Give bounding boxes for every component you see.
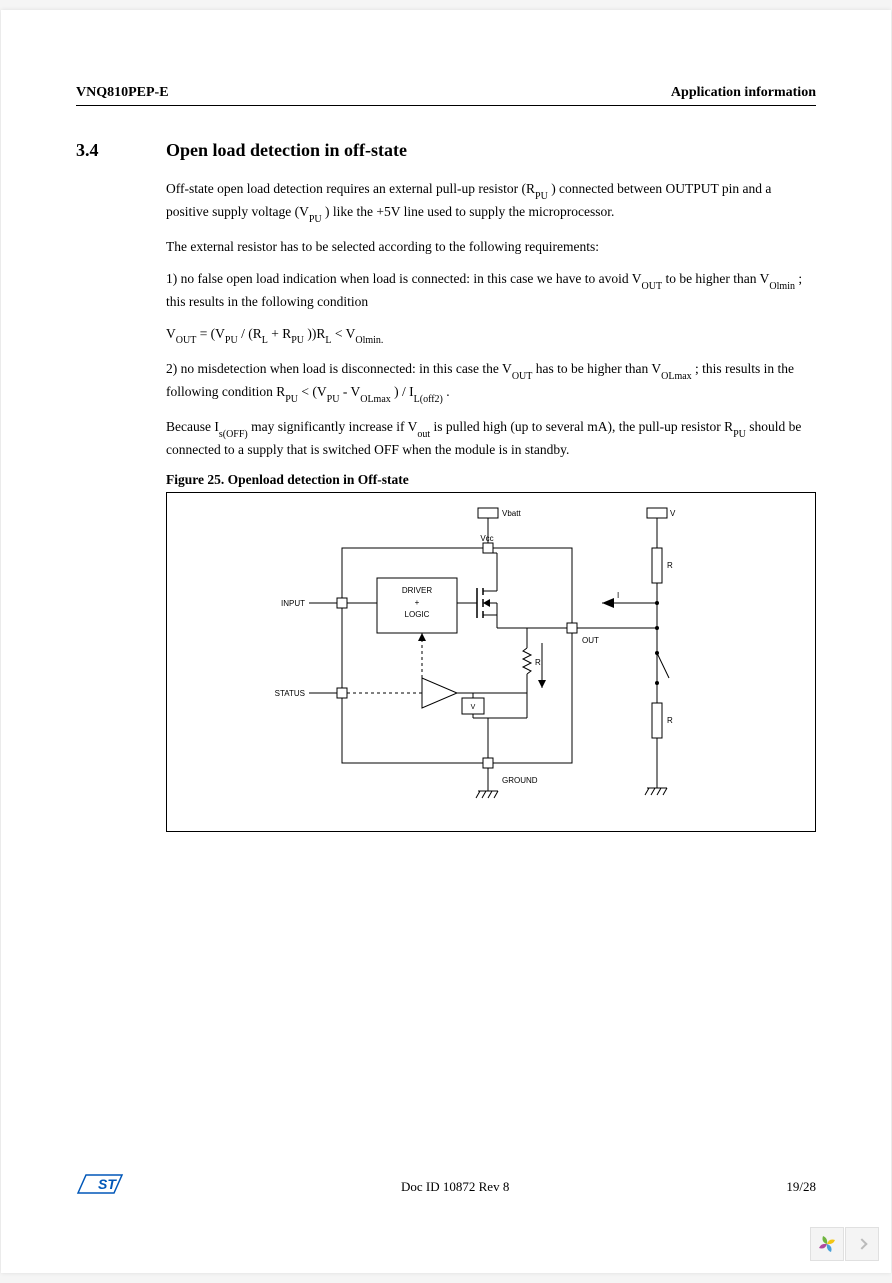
svg-text:I: I: [617, 591, 619, 600]
svg-text:DRIVER: DRIVER: [402, 586, 432, 595]
svg-text:GROUND: GROUND: [502, 776, 538, 785]
section-name: Application information: [671, 85, 816, 101]
body-text: Off-state open load detection requires a…: [166, 179, 816, 460]
svg-text:LOGIC: LOGIC: [405, 610, 430, 619]
widget-logo-button[interactable]: [810, 1227, 844, 1261]
section-number: 3.4: [76, 140, 166, 161]
equation-1: VOUT = (VPU / (RL + RPU ))RL < VOlmin.: [166, 324, 816, 347]
figure-frame: DRIVER + LOGIC Vbatt INPUT STATUS V: [166, 492, 816, 832]
pinwheel-icon: [817, 1234, 837, 1254]
chevron-right-icon: [856, 1238, 867, 1249]
paragraph-1: Off-state open load detection requires a…: [166, 179, 816, 225]
st-logo: ST: [76, 1171, 124, 1203]
paragraph-4: 2) no misdetection when load is disconne…: [166, 359, 816, 405]
paragraph-3: 1) no false open load indication when lo…: [166, 269, 816, 312]
page: VNQ810PEP-E Application information 3.4 …: [1, 10, 891, 1273]
doc-id: Doc ID 10872 Rev 8: [401, 1179, 509, 1195]
svg-text:OUT: OUT: [582, 636, 599, 645]
svg-text:V: V: [670, 509, 676, 518]
paragraph-2: The external resistor has to be selected…: [166, 237, 816, 257]
bottom-widget: [810, 1227, 879, 1261]
svg-text:R: R: [667, 716, 673, 725]
page-footer: ST Doc ID 10872 Rev 8 19/28: [76, 1171, 816, 1203]
product-code: VNQ810PEP-E: [76, 85, 169, 101]
svg-text:Vcc: Vcc: [480, 534, 493, 543]
svg-text:R: R: [535, 658, 541, 667]
svg-text:+: +: [415, 598, 420, 607]
svg-text:R: R: [667, 561, 673, 570]
svg-text:Vbatt: Vbatt: [502, 509, 521, 518]
figure-caption: Figure 25. Openload detection in Off-sta…: [166, 472, 816, 488]
page-number: 19/28: [786, 1179, 816, 1195]
svg-text:STATUS: STATUS: [275, 689, 305, 698]
paragraph-5: Because Is(OFF) may significantly increa…: [166, 417, 816, 460]
svg-text:ST: ST: [98, 1176, 117, 1192]
svg-text:INPUT: INPUT: [281, 599, 305, 608]
circuit-diagram: DRIVER + LOGIC Vbatt INPUT STATUS V: [167, 493, 817, 833]
page-header: VNQ810PEP-E Application information: [76, 85, 816, 106]
section-heading: 3.4 Open load detection in off-state: [76, 140, 816, 161]
svg-text:V: V: [471, 704, 476, 711]
widget-next-button[interactable]: [845, 1227, 879, 1261]
section-title: Open load detection in off-state: [166, 140, 407, 161]
